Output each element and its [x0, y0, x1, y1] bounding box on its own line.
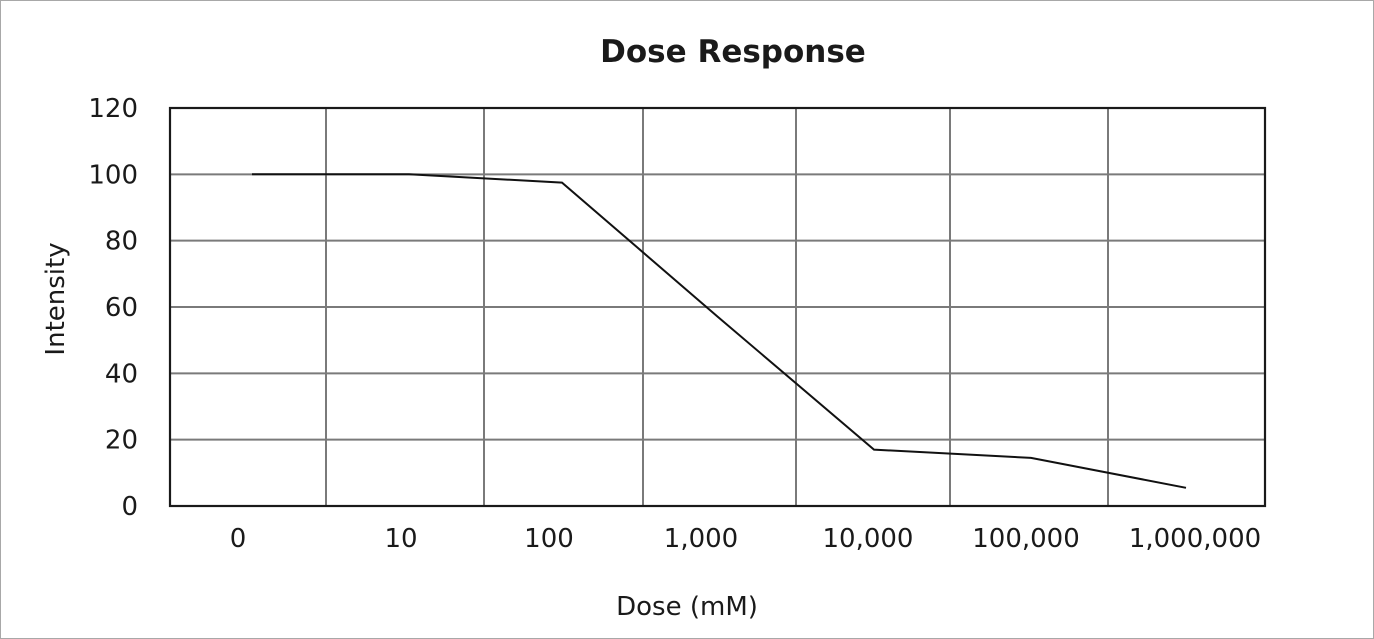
x-axis-label: Dose (mM) — [616, 592, 758, 622]
y-tick-labels: 0 20 40 60 80 100 120 — [88, 94, 138, 522]
y-tick-label: 80 — [105, 227, 138, 257]
x-tick-label: 1,000,000 — [1129, 524, 1261, 554]
x-tick-label: 0 — [230, 524, 247, 554]
x-tick-label: 100,000 — [972, 524, 1080, 554]
y-tick-label: 20 — [105, 426, 138, 456]
x-tick-label: 10 — [384, 524, 417, 554]
y-tick-label: 100 — [88, 160, 138, 190]
y-axis-label: Intensity — [41, 242, 71, 355]
series-lines — [252, 173, 1187, 489]
x-tick-label: 10,000 — [823, 524, 914, 554]
x-tick-label: 1,000 — [664, 524, 738, 554]
chart-title: Dose Response — [600, 34, 866, 70]
y-tick-label: 40 — [105, 359, 138, 389]
series-line — [252, 173, 1187, 489]
y-tick-label: 60 — [105, 293, 138, 323]
plot-area-frame — [168, 106, 1267, 508]
y-tick-label: 0 — [121, 492, 138, 522]
y-tick-label: 120 — [88, 94, 138, 124]
x-tick-label: 100 — [524, 524, 574, 554]
x-tick-labels: 0 10 100 1,000 10,000 100,000 1,000,000 — [230, 524, 1261, 554]
grid-lines — [170, 107, 1265, 507]
